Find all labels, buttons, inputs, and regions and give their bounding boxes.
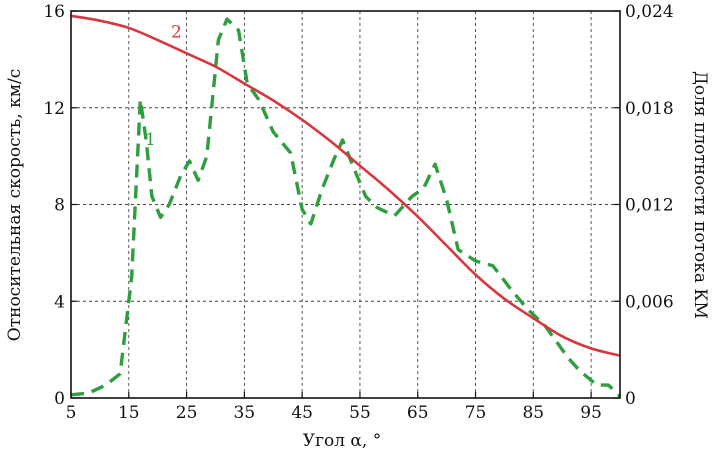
x-tick-label: 65 xyxy=(407,403,429,423)
y-axis-left-title: Относительная скорость, км/с xyxy=(5,69,25,341)
series-layer xyxy=(70,14,622,398)
y-left-tick-label: 8 xyxy=(54,196,65,216)
x-tick-label: 35 xyxy=(234,403,256,423)
y-right-tick-label: 0,024 xyxy=(625,2,674,22)
y-left-tick-label: 12 xyxy=(43,99,65,119)
y-right-tick-label: 0,006 xyxy=(625,292,674,312)
x-tick-label: 15 xyxy=(118,403,140,423)
series-line-2 xyxy=(70,14,621,357)
series-line-1 xyxy=(70,17,622,398)
x-tick-label: 95 xyxy=(580,403,602,423)
x-tick-label: 85 xyxy=(522,403,544,423)
y-right-tick-label: 0,018 xyxy=(625,99,674,119)
x-tick-label: 25 xyxy=(176,403,198,423)
y-left-tick-label: 16 xyxy=(43,2,65,22)
plot-frame xyxy=(70,10,621,399)
y-left-tick-label: 4 xyxy=(54,292,65,312)
ticks xyxy=(70,10,620,399)
y-right-tick-label: 0,012 xyxy=(625,196,674,216)
y-left-tick-label: 0 xyxy=(54,389,65,409)
y-right-tick-label: 0 xyxy=(625,389,636,409)
x-tick-label: 5 xyxy=(66,403,77,423)
x-tick-label: 75 xyxy=(465,403,487,423)
series-label-1: 1 xyxy=(145,130,156,150)
y-axis-right-title: Доля плотности потока КМ xyxy=(690,71,710,319)
x-axis-title: Угол α, ° xyxy=(303,431,381,451)
labels: 5 15 25 35 45 55 65 75 85 95048121600,0060,0120,0… xyxy=(43,2,673,423)
x-tick-label: 45 xyxy=(291,403,313,423)
grid xyxy=(71,11,620,398)
x-tick-label: 55 xyxy=(349,403,371,423)
series-label-2: 2 xyxy=(171,23,182,43)
